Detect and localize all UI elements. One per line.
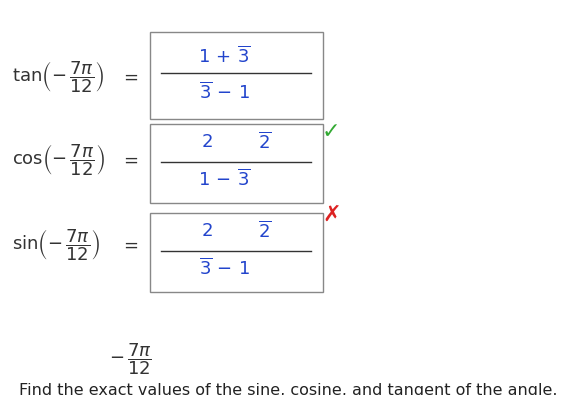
Text: $\overline{2}$: $\overline{2}$ (258, 132, 272, 152)
FancyBboxPatch shape (150, 213, 323, 292)
Text: $2$: $2$ (202, 133, 213, 151)
FancyBboxPatch shape (150, 32, 323, 118)
Text: $\overline{3}\,-\,1$: $\overline{3}\,-\,1$ (199, 82, 250, 103)
Text: Find the exact values of the sine, cosine, and tangent of the angle.: Find the exact values of the sine, cosin… (19, 383, 557, 395)
Text: $\sin\!\left(-\,\dfrac{7\pi}{12}\right)$: $\sin\!\left(-\,\dfrac{7\pi}{12}\right)$ (12, 227, 100, 263)
FancyBboxPatch shape (150, 124, 323, 203)
Text: ✗: ✗ (322, 205, 340, 225)
Text: $-\,\dfrac{7\pi}{12}$: $-\,\dfrac{7\pi}{12}$ (109, 342, 152, 377)
Text: $=$: $=$ (120, 68, 138, 86)
Text: $\tan\!\left(-\,\dfrac{7\pi}{12}\right)$: $\tan\!\left(-\,\dfrac{7\pi}{12}\right)$ (12, 59, 104, 95)
Text: $1\,+\,\overline{3}$: $1\,+\,\overline{3}$ (198, 45, 251, 67)
Text: $\overline{2}$: $\overline{2}$ (258, 220, 272, 241)
Text: $1\,-\,\overline{3}$: $1\,-\,\overline{3}$ (198, 169, 251, 190)
Text: $=$: $=$ (120, 151, 138, 169)
Text: $2$: $2$ (202, 222, 213, 240)
Text: $\cos\!\left(-\,\dfrac{7\pi}{12}\right)$: $\cos\!\left(-\,\dfrac{7\pi}{12}\right)$ (12, 142, 104, 178)
Text: ✓: ✓ (322, 122, 340, 142)
Text: $\overline{3}\,-\,1$: $\overline{3}\,-\,1$ (199, 258, 250, 279)
Text: $=$: $=$ (120, 236, 138, 254)
